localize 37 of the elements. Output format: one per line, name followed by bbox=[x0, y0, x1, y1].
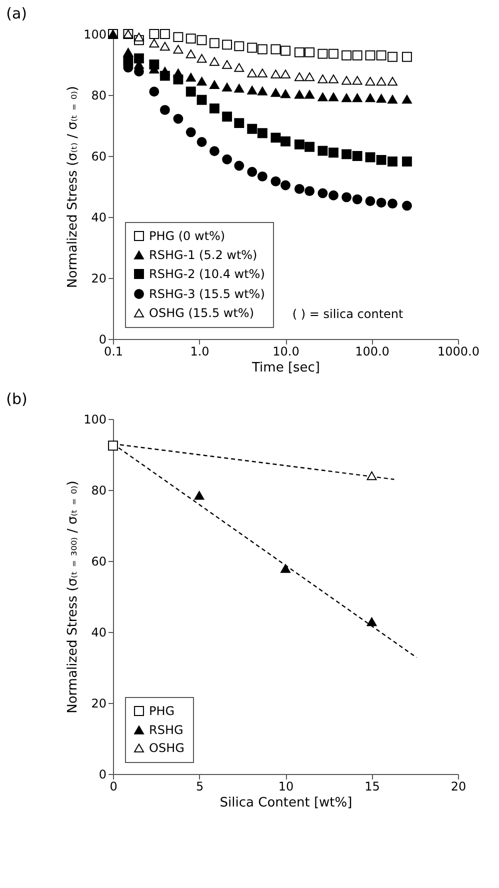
x-tick-label: 5 bbox=[196, 780, 204, 794]
annotation: ( ) = silica content bbox=[292, 307, 404, 321]
legend-label: OSHG bbox=[149, 741, 184, 755]
x-tick-label: 20 bbox=[450, 780, 466, 794]
legend-label: RSHG-2 (10.4 wt%) bbox=[149, 267, 265, 281]
x-axis-title: Time [sec] bbox=[250, 360, 320, 376]
y-tick-label: 80 bbox=[91, 484, 106, 498]
x-tick-label: 0.1 bbox=[104, 344, 124, 358]
y-tick-label: 100 bbox=[84, 28, 106, 42]
y-tick-label: 0 bbox=[98, 768, 106, 782]
chart-title: (a) bbox=[6, 4, 27, 23]
legend-label: PHG bbox=[149, 704, 175, 718]
legend-label: RSHG bbox=[149, 723, 184, 737]
x-tick-label: 1.0 bbox=[190, 344, 210, 358]
x-tick-label: 10.0 bbox=[272, 344, 300, 358]
x-tick-label: 10 bbox=[278, 780, 294, 794]
y-tick-label: 60 bbox=[91, 554, 106, 568]
x-axis-title: Silica Content [wt%] bbox=[220, 796, 352, 810]
y-tick-label: 60 bbox=[91, 150, 106, 164]
y-tick-label: 100 bbox=[84, 412, 106, 426]
chart-title: (b) bbox=[6, 390, 28, 408]
x-tick-label: 1000.0 bbox=[438, 344, 480, 358]
legend-label: PHG (0 wt%) bbox=[149, 229, 226, 243]
y-tick-label: 20 bbox=[91, 272, 106, 286]
legend-label: RSHG-3 (15.5 wt%) bbox=[149, 287, 265, 301]
legend-label: RSHG-1 (5.2 wt%) bbox=[149, 248, 258, 262]
x-tick-label: 100.0 bbox=[355, 344, 390, 358]
y-tick-label: 80 bbox=[91, 88, 106, 102]
x-tick-label: 0 bbox=[110, 780, 118, 794]
y-tick-label: 40 bbox=[91, 626, 106, 640]
y-axis-title: Normalized Stress (σ₍ₜ₎ / σ₍ₜ ₌ ₀₎) bbox=[66, 86, 81, 288]
y-tick-label: 20 bbox=[91, 696, 106, 710]
y-axis-title: Normalized Stress (σ₍ₜ ₌ ₃₀₀₎ / σ₍ₜ ₌ ₀₎) bbox=[66, 480, 81, 714]
y-tick-label: 0 bbox=[98, 332, 106, 346]
y-tick-label: 40 bbox=[91, 210, 106, 224]
legend-label: OSHG (15.5 wt%) bbox=[149, 306, 254, 320]
x-tick-label: 15 bbox=[364, 780, 380, 794]
